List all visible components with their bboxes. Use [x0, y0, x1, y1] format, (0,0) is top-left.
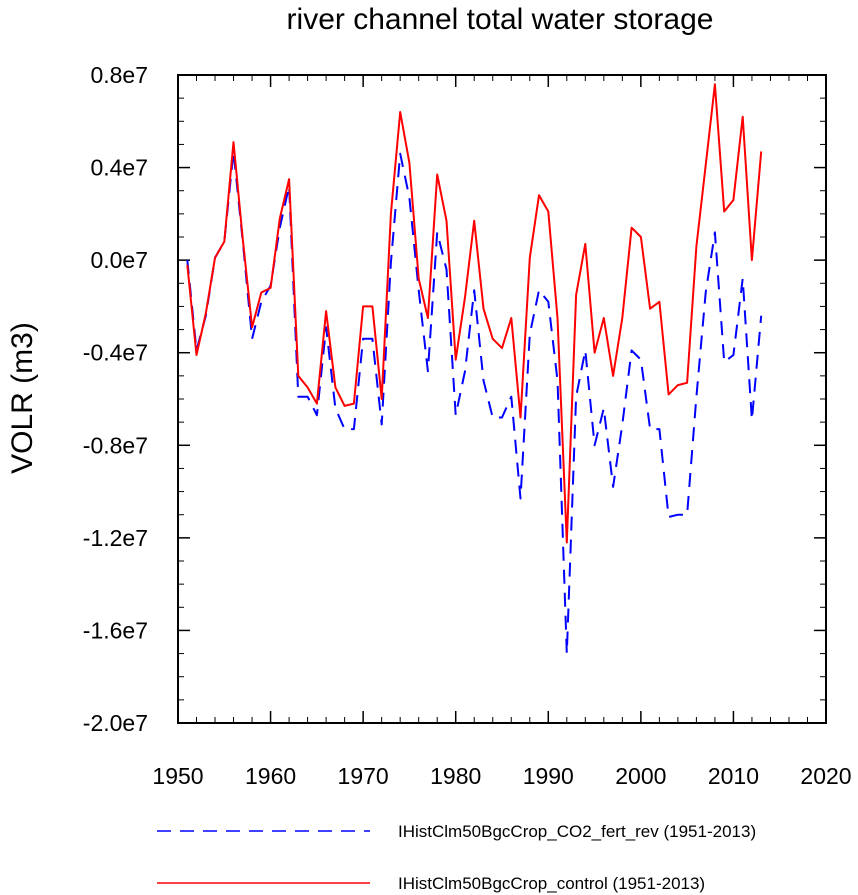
legend-label: IHistClm50BgcCrop_control (1951-2013): [398, 874, 705, 893]
y-tick-label: -2.0e7: [83, 710, 148, 736]
x-tick-label: 1990: [523, 763, 574, 789]
y-tick-label: -1.6e7: [83, 617, 148, 643]
x-tick-label: 2010: [708, 763, 759, 789]
x-tick-label: 1960: [245, 763, 296, 789]
x-tick-label: 1980: [430, 763, 481, 789]
x-tick-label: 2000: [615, 763, 666, 789]
y-tick-label: -1.2e7: [83, 525, 148, 551]
series-line-1: [186, 150, 763, 655]
x-tick-label: 1950: [152, 763, 203, 789]
series-lines: [186, 83, 763, 655]
y-axis-label: VOLR (m3): [6, 322, 39, 474]
y-tick-label: 0.8e7: [90, 62, 148, 88]
y-tick-label: 0.0e7: [90, 247, 148, 273]
chart-title: river channel total water storage: [287, 3, 714, 36]
y-tick-label: -0.8e7: [83, 432, 148, 458]
series-line-2: [186, 83, 763, 544]
x-tick-label: 1970: [338, 763, 389, 789]
x-tick-label: 2020: [800, 763, 851, 789]
plot-frame: [177, 74, 827, 724]
tick-labels: 1950 1960 1970 1980 1990 2000 2010 2020 0.8e7 0.4…: [83, 62, 852, 789]
legend: IHistClm50BgcCrop_CO2_fert_rev (1951-201…: [157, 822, 756, 893]
legend-label: IHistClm50BgcCrop_CO2_fert_rev (1951-201…: [398, 822, 756, 841]
tick-marks: [177, 74, 827, 724]
y-tick-label: 0.4e7: [90, 155, 148, 181]
y-tick-label: -0.4e7: [83, 340, 148, 366]
